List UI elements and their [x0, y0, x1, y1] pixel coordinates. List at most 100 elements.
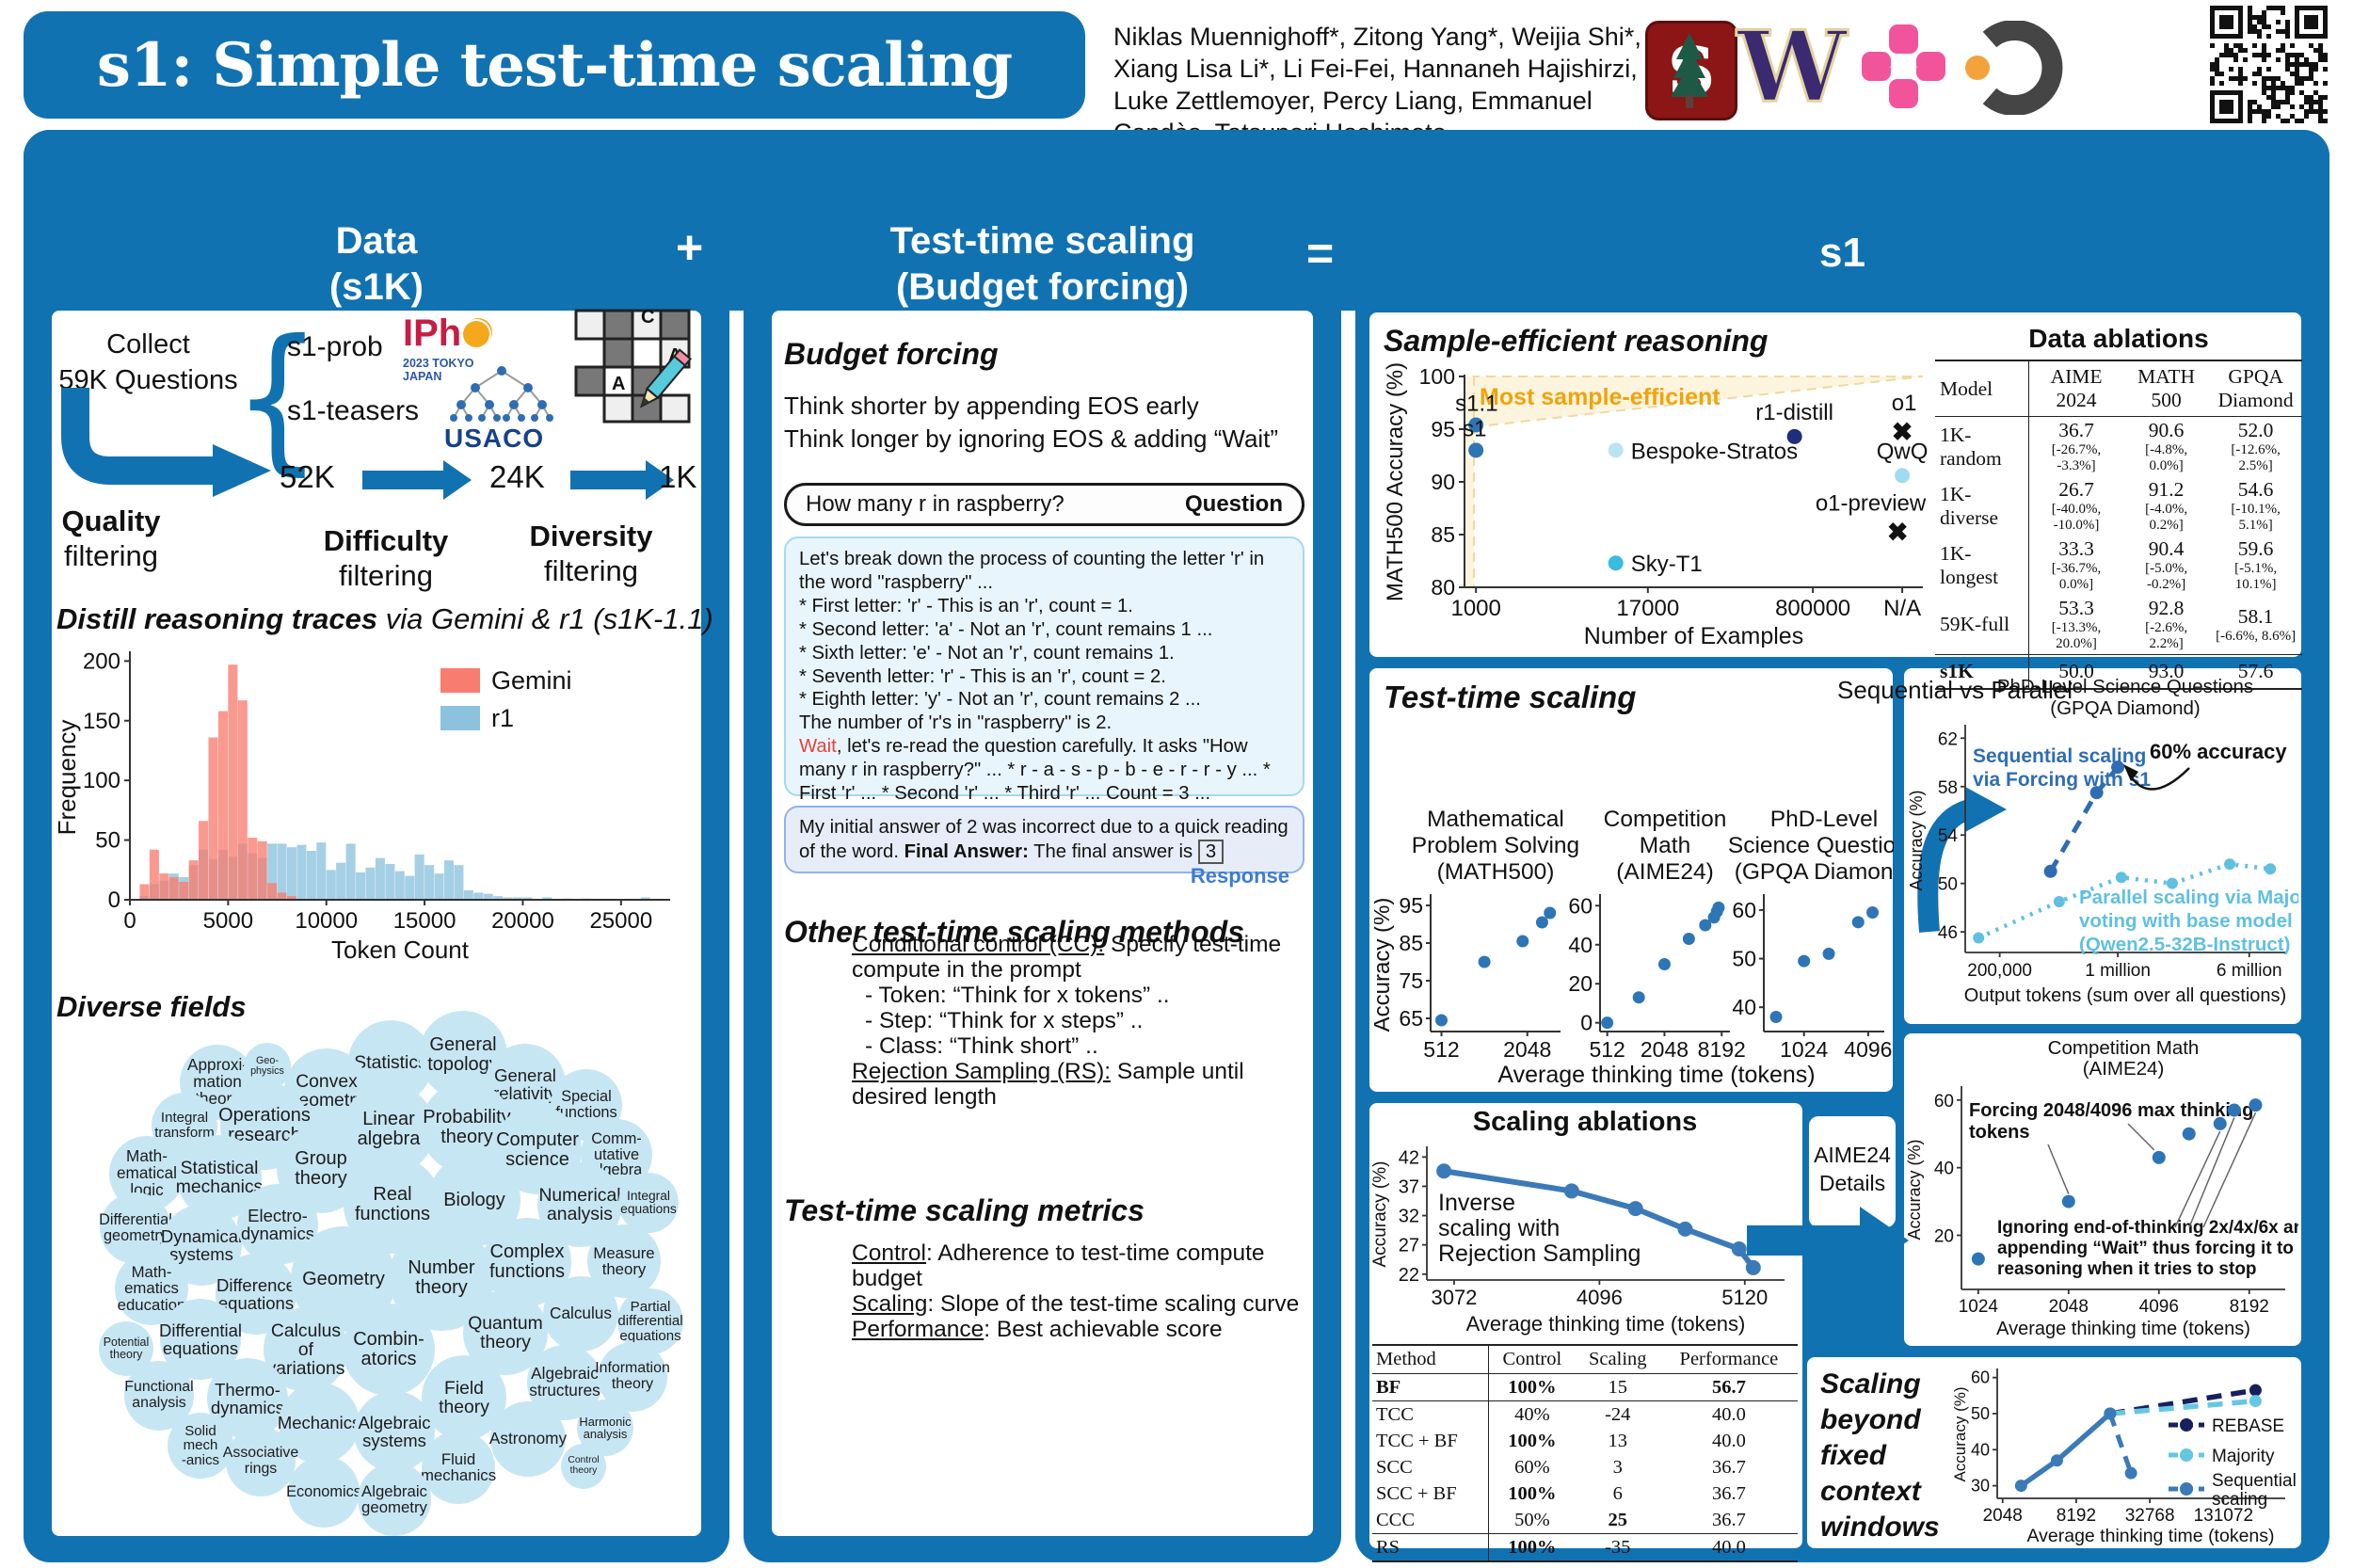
metrics-heading: Test-time scaling metrics — [784, 1193, 1144, 1227]
svg-text:37: 37 — [1399, 1176, 1419, 1197]
test-time-scaling-panel — [1369, 668, 1893, 1092]
svg-text:(GPQA Diamond): (GPQA Diamond) — [1735, 859, 1894, 885]
svg-text:15000: 15000 — [393, 908, 456, 934]
svg-text:50: 50 — [1732, 947, 1756, 971]
pencil-icon — [639, 348, 693, 408]
svg-text:1000: 1000 — [1450, 596, 1500, 621]
uw-logo: W — [1736, 7, 1849, 125]
poster-title-box: s1: Simple test-time scaling — [24, 11, 1085, 119]
svg-text:95: 95 — [1431, 417, 1455, 441]
svg-text:40: 40 — [1971, 1440, 1990, 1459]
svg-text:scaling with: scaling with — [1438, 1215, 1560, 1241]
qr-code — [2210, 6, 2328, 123]
field-bubble: Fluid mechanics — [421, 1431, 496, 1504]
svg-text:30: 30 — [1971, 1477, 1990, 1496]
svg-text:Rejection Sampling: Rejection Sampling — [1438, 1240, 1641, 1267]
svg-text:20: 20 — [1934, 1227, 1954, 1247]
svg-text:512: 512 — [1423, 1037, 1459, 1062]
svg-text:65: 65 — [1399, 1006, 1423, 1031]
question-label: Question — [1184, 491, 1283, 517]
svg-text:75: 75 — [1399, 968, 1423, 993]
svg-text:5000: 5000 — [203, 908, 253, 934]
equals-sign: = — [1306, 227, 1335, 280]
svg-text:Most sample-efficient: Most sample-efficient — [1480, 384, 1721, 410]
svg-text:Sequential: Sequential — [2212, 1471, 2297, 1491]
svg-text:50: 50 — [1971, 1404, 1990, 1423]
svg-text:100: 100 — [1419, 364, 1455, 389]
field-bubble: Measure theory — [587, 1224, 661, 1298]
response-box: My initial answer of 2 was incorrect due… — [784, 806, 1305, 888]
svg-text:60: 60 — [1934, 1092, 1954, 1112]
field-bubble: Economics — [286, 1456, 361, 1528]
svg-text:Science Questions: Science Questions — [1728, 833, 1894, 858]
field-bubble: Integral equations — [618, 1173, 679, 1233]
svg-text:s1.1: s1.1 — [1455, 392, 1497, 417]
collect-label: Collect 59K Questions — [58, 329, 238, 395]
svg-text:8192: 8192 — [2057, 1506, 2096, 1526]
svg-text:QwQ: QwQ — [1877, 439, 1929, 464]
svg-text:4096: 4096 — [1844, 1037, 1892, 1062]
question-text: How many r in raspberry? — [806, 491, 1064, 517]
svg-text:5120: 5120 — [1721, 1286, 1768, 1309]
stanford-tree-icon — [1671, 33, 1708, 108]
svg-text:(Qwen2.5-32B-Instruct): (Qwen2.5-32B-Instruct) — [2079, 934, 2290, 955]
svg-text:4096: 4096 — [2139, 1297, 2179, 1317]
svg-text:95: 95 — [1399, 893, 1423, 918]
svg-text:Average thinking time (tokens): Average thinking time (tokens) — [1497, 1062, 1815, 1088]
svg-text:60: 60 — [1568, 893, 1593, 918]
brace-icon: { — [232, 307, 323, 490]
field-bubble: Solid mech -anics — [168, 1413, 233, 1479]
field-bubble: Numerical analysis — [537, 1162, 622, 1247]
ipho-sun-icon — [463, 320, 490, 347]
other-methods-heading: Other test-time scaling methods — [784, 915, 1244, 949]
svg-text:8192: 8192 — [2230, 1297, 2269, 1317]
ipho-logo: IPh 2023 TOKYO JAPAN — [403, 312, 506, 383]
svg-text:1 million: 1 million — [2085, 961, 2151, 981]
question-pill: How many r in raspberry? Question — [784, 483, 1305, 526]
svg-text:Accuracy (%): Accuracy (%) — [1372, 1161, 1390, 1268]
header-band — [24, 130, 2329, 311]
svg-text:22: 22 — [1399, 1265, 1419, 1286]
budget-forcing-heading: Budget forcing — [784, 337, 999, 371]
data-ablations-table: Model AIME 2024 MATH 500 GPQA Diamond 1K-random… — [1935, 360, 2302, 690]
diverse-fields-heading: Diverse fields — [56, 990, 247, 1023]
data-column-title: Data (s1K) — [328, 220, 424, 308]
svg-text:2048: 2048 — [1503, 1037, 1551, 1062]
difficulty-filtering-label: Difficulty filtering — [323, 524, 449, 592]
svg-text:200: 200 — [83, 648, 120, 674]
pipeline-arrow-1 — [362, 460, 472, 500]
svg-text:800000: 800000 — [1775, 596, 1850, 621]
svg-text:10000: 10000 — [295, 908, 358, 934]
svg-text:Accuracy (%): Accuracy (%) — [1954, 1386, 1969, 1481]
svg-text:40: 40 — [1732, 995, 1756, 1019]
aime24-detail-chart: Competition Math (AIME24) 20 40 60 1024 2048 40… — [1905, 1033, 2353, 1349]
svg-text:(MATH500): (MATH500) — [1437, 859, 1555, 885]
svg-text:42: 42 — [1399, 1147, 1419, 1168]
field-bubble: Astronomy — [489, 1401, 567, 1477]
svg-text:Problem Solving: Problem Solving — [1412, 833, 1579, 858]
sample-efficient-heading: Sample-efficient reasoning — [1384, 324, 1769, 358]
field-bubble: Math- ematical logic — [109, 1136, 184, 1211]
svg-text:90: 90 — [1431, 470, 1455, 494]
svg-text:REBASE: REBASE — [2212, 1416, 2284, 1436]
svg-text:60: 60 — [1732, 898, 1756, 922]
count-52k: 52K — [280, 459, 335, 494]
field-bubble: Operations research — [218, 1081, 311, 1170]
svg-text:C: C — [641, 309, 654, 328]
pipeline-arrow-2 — [570, 460, 674, 500]
svg-text:2048: 2048 — [1641, 1037, 1689, 1062]
svg-text:✖: ✖ — [1892, 418, 1913, 446]
usaco-label: USACO — [444, 424, 545, 453]
svg-text:60: 60 — [1971, 1368, 1990, 1387]
plus-sign: + — [676, 221, 704, 274]
field-bubble: Thermo- dynamics — [207, 1358, 288, 1439]
stanford-logo: S — [1645, 21, 1737, 120]
s1-prob-label: s1-prob — [287, 331, 383, 362]
svg-text:r1: r1 — [491, 704, 514, 732]
field-bubble: Statistical mechanics — [176, 1135, 263, 1220]
crossword-icon: C A A — [574, 309, 693, 424]
beyond-context-panel — [1807, 1357, 2301, 1548]
svg-text:50: 50 — [1938, 875, 1958, 895]
svg-text:(AIME24): (AIME24) — [2083, 1058, 2165, 1080]
svg-text:4096: 4096 — [1577, 1286, 1623, 1309]
